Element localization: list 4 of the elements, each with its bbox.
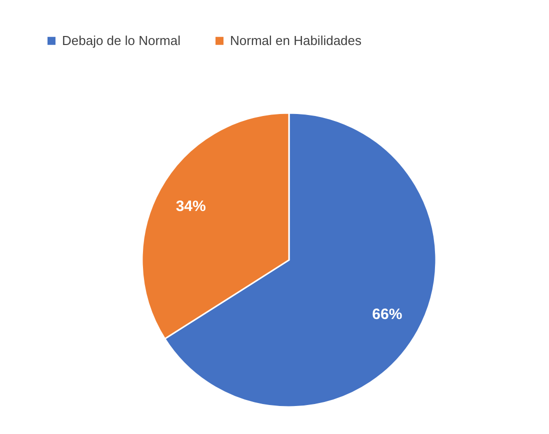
data-label: 66% [372,306,402,323]
data-label: 34% [176,198,206,216]
legend-label: Normal en Habilidades [230,32,362,48]
legend-label: Debajo de lo Normal [62,32,181,48]
